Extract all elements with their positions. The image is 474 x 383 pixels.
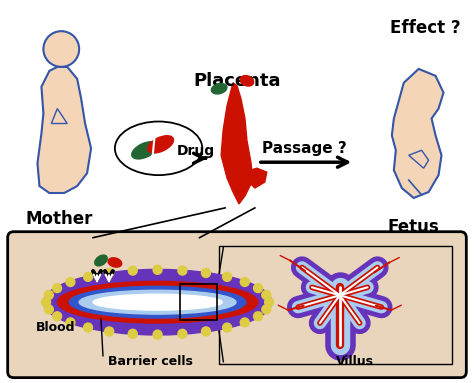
Text: Passage ?: Passage ? [262, 141, 347, 156]
Text: Villus: Villus [336, 355, 374, 368]
Circle shape [53, 284, 62, 293]
Circle shape [254, 312, 263, 321]
Ellipse shape [93, 294, 222, 310]
Circle shape [42, 298, 51, 307]
Polygon shape [245, 168, 267, 188]
Circle shape [178, 329, 187, 338]
Text: Fetus: Fetus [388, 218, 439, 236]
FancyBboxPatch shape [8, 232, 466, 378]
Ellipse shape [69, 286, 246, 318]
Circle shape [128, 329, 137, 338]
Text: Blood: Blood [36, 321, 75, 334]
Circle shape [128, 266, 137, 275]
Circle shape [240, 278, 249, 286]
Circle shape [45, 305, 54, 314]
Ellipse shape [108, 258, 122, 267]
Circle shape [53, 312, 62, 321]
Circle shape [45, 291, 54, 300]
Ellipse shape [147, 136, 173, 153]
Circle shape [66, 278, 75, 286]
Text: Barrier cells: Barrier cells [108, 355, 193, 368]
Ellipse shape [132, 142, 158, 159]
Polygon shape [51, 109, 67, 123]
Circle shape [223, 323, 232, 332]
FancyBboxPatch shape [219, 246, 452, 364]
Ellipse shape [115, 121, 202, 175]
Ellipse shape [240, 75, 254, 86]
Circle shape [83, 272, 92, 282]
Circle shape [178, 266, 187, 275]
Circle shape [201, 268, 210, 277]
Circle shape [105, 268, 114, 277]
Circle shape [254, 284, 263, 293]
Circle shape [153, 330, 162, 339]
Circle shape [223, 272, 232, 282]
Circle shape [264, 298, 273, 307]
Polygon shape [409, 150, 428, 168]
Text: Mother: Mother [26, 210, 93, 228]
Circle shape [66, 318, 75, 327]
Text: Placenta: Placenta [193, 72, 281, 90]
Circle shape [44, 31, 79, 67]
Ellipse shape [57, 282, 258, 323]
Circle shape [262, 291, 271, 300]
Text: Drug: Drug [176, 144, 215, 158]
Polygon shape [37, 67, 91, 193]
Ellipse shape [79, 290, 236, 314]
Ellipse shape [44, 269, 272, 335]
Polygon shape [392, 69, 444, 198]
Circle shape [240, 318, 249, 327]
Circle shape [201, 327, 210, 336]
Polygon shape [221, 83, 253, 204]
Circle shape [153, 265, 162, 274]
Circle shape [83, 323, 92, 332]
Ellipse shape [95, 255, 107, 266]
Ellipse shape [211, 83, 227, 94]
Text: Effect ?: Effect ? [390, 19, 461, 37]
Bar [180, 284, 218, 320]
Circle shape [262, 305, 271, 314]
Circle shape [105, 327, 114, 336]
